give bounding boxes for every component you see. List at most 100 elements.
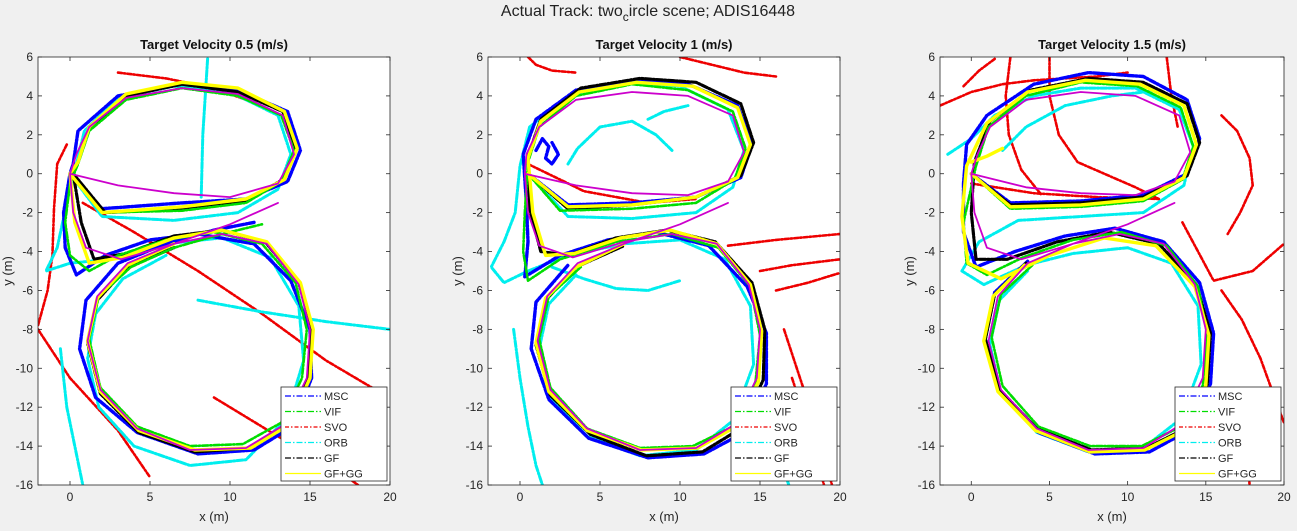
series-line-svo bbox=[38, 328, 152, 479]
legend-label: MSC bbox=[324, 391, 349, 403]
y-tick-label: -4 bbox=[472, 245, 483, 259]
series-line-svo bbox=[81, 201, 384, 395]
x-axis-label: x (m) bbox=[199, 509, 229, 524]
y-tick-label: 6 bbox=[26, 50, 33, 64]
y-tick-label: 4 bbox=[26, 89, 33, 103]
y-tick-label: -10 bbox=[918, 361, 936, 375]
x-tick-label: 20 bbox=[1277, 490, 1291, 504]
x-tick-label: 0 bbox=[517, 490, 524, 504]
y-tick-label: -6 bbox=[472, 283, 483, 297]
data-lines bbox=[940, 57, 1284, 485]
legend-label: ORB bbox=[774, 438, 798, 450]
legend: MSC VIF SVO ORB GF GF+GG bbox=[1174, 386, 1282, 482]
x-tick-label: 0 bbox=[67, 490, 74, 504]
y-tick-label: -6 bbox=[924, 283, 935, 297]
x-tick-label: 20 bbox=[383, 490, 397, 504]
y-tick-label: -14 bbox=[918, 439, 936, 453]
series-line-svo bbox=[940, 71, 1129, 107]
y-tick-label: 0 bbox=[26, 167, 33, 181]
legend-box bbox=[730, 386, 838, 482]
x-tick-label: 15 bbox=[753, 490, 767, 504]
legend-label: VIF bbox=[774, 407, 791, 419]
series-line-svo bbox=[526, 57, 578, 74]
y-axis-label: y (m) bbox=[450, 256, 465, 286]
y-tick-label: 0 bbox=[476, 167, 483, 181]
y-tick-label: 6 bbox=[476, 50, 483, 64]
y-tick-label: -8 bbox=[924, 322, 935, 336]
y-tick-label: -16 bbox=[918, 478, 936, 492]
legend-label: GF+GG bbox=[1218, 469, 1257, 481]
x-tick-label: 10 bbox=[1121, 490, 1135, 504]
x-tick-label: 5 bbox=[597, 490, 604, 504]
x-tick-label: 20 bbox=[833, 490, 847, 504]
axes-box bbox=[487, 56, 841, 486]
subplot-title: Target Velocity 1 (m/s) bbox=[595, 37, 732, 52]
data-lines bbox=[38, 57, 390, 485]
y-tick-label: -4 bbox=[22, 245, 33, 259]
legend-label: GF bbox=[1218, 453, 1234, 465]
legend-label: MSC bbox=[1218, 391, 1243, 403]
series-line-svo bbox=[1004, 57, 1043, 197]
axes-box bbox=[939, 56, 1285, 486]
y-tick-label: -12 bbox=[466, 400, 484, 414]
y-tick-label: -10 bbox=[16, 361, 34, 375]
series-line-orb bbox=[512, 327, 544, 485]
x-tick-label: 5 bbox=[147, 490, 154, 504]
series-line-svo bbox=[1220, 114, 1254, 236]
y-tick-label: -10 bbox=[466, 361, 484, 375]
series-line-vif bbox=[962, 81, 1209, 448]
series-line-svo bbox=[1181, 221, 1284, 283]
y-tick-label: -2 bbox=[924, 206, 935, 220]
legend-box bbox=[1174, 386, 1282, 482]
legend-label: VIF bbox=[1218, 407, 1235, 419]
series-line-orb bbox=[566, 119, 674, 166]
legend-label: ORB bbox=[324, 438, 348, 450]
x-axis-label: x (m) bbox=[1097, 509, 1127, 524]
x-tick-label: 5 bbox=[1046, 490, 1053, 504]
legend: MSC VIF SVO ORB GF GF+GG bbox=[280, 386, 388, 482]
y-tick-label: -14 bbox=[16, 439, 34, 453]
figure-suptitle: Actual Track: twocircle scene; ADIS16448 bbox=[501, 3, 795, 24]
y-tick-label: -16 bbox=[16, 478, 34, 492]
y-tick-label: -2 bbox=[472, 206, 483, 220]
y-tick-label: -14 bbox=[466, 439, 484, 453]
x-tick-label: 15 bbox=[303, 490, 317, 504]
y-tick-label: -8 bbox=[22, 322, 33, 336]
y-axis-label: y (m) bbox=[902, 256, 917, 286]
series-line-orb bbox=[58, 347, 85, 485]
legend-box bbox=[280, 386, 388, 482]
series-line-svo bbox=[758, 257, 840, 273]
legend-label: SVO bbox=[324, 422, 348, 434]
y-tick-label: -12 bbox=[16, 400, 34, 414]
y-tick-label: 6 bbox=[928, 50, 935, 64]
y-tick-label: -12 bbox=[918, 400, 936, 414]
series-line-svo bbox=[678, 57, 778, 78]
series-line-gf-gg bbox=[526, 80, 764, 452]
subplot-title: Target Velocity 1.5 (m/s) bbox=[1038, 37, 1186, 52]
axes-box bbox=[37, 56, 391, 486]
y-tick-label: -2 bbox=[22, 206, 33, 220]
series-line-gf-gg bbox=[960, 78, 1211, 454]
series-line-orb bbox=[646, 104, 690, 121]
legend-label: GF+GG bbox=[774, 469, 813, 481]
legend-label: SVO bbox=[1218, 422, 1242, 434]
y-tick-label: -8 bbox=[472, 322, 483, 336]
series-line-orb bbox=[1001, 88, 1161, 152]
y-tick-label: -4 bbox=[924, 245, 935, 259]
series-line-ground-truth bbox=[69, 87, 311, 451]
y-tick-label: 2 bbox=[476, 128, 483, 142]
legend-label: SVO bbox=[774, 422, 798, 434]
x-tick-label: 15 bbox=[1199, 490, 1213, 504]
x-tick-label: 10 bbox=[223, 490, 237, 504]
legend-label: GF bbox=[774, 453, 790, 465]
y-tick-label: 2 bbox=[928, 128, 935, 142]
legend-label: GF+GG bbox=[324, 469, 363, 481]
x-tick-label: 10 bbox=[673, 490, 687, 504]
series-line-svo bbox=[774, 271, 840, 292]
x-tick-label: 0 bbox=[968, 490, 975, 504]
series-line-svo bbox=[962, 57, 997, 88]
